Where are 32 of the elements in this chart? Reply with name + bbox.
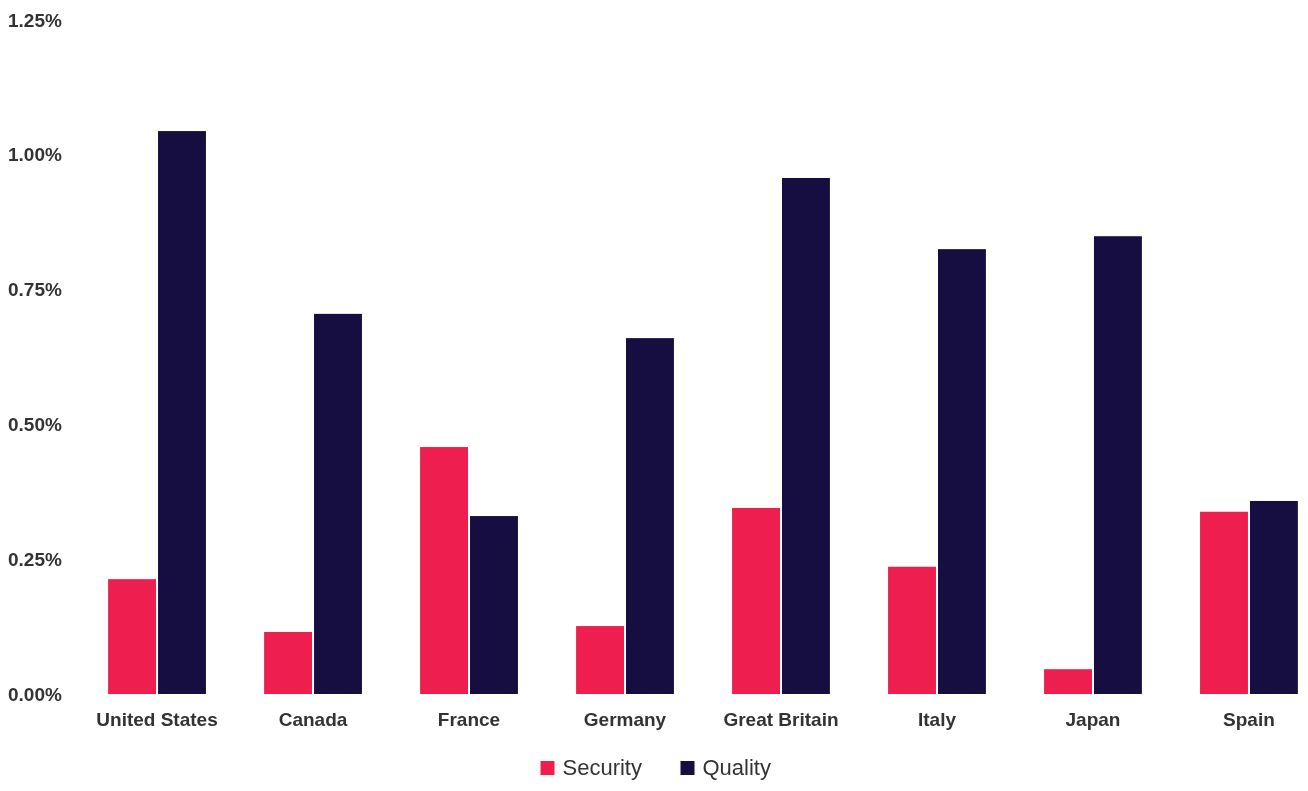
legend-label: Quality — [702, 755, 771, 780]
bar — [470, 516, 518, 694]
x-tick-label: United States — [96, 709, 218, 730]
y-tick-label: 0.50% — [8, 414, 62, 436]
y-tick-label: 0.00% — [8, 683, 62, 705]
y-tick-label: 0.25% — [8, 548, 62, 570]
bar — [158, 131, 206, 694]
x-tick-label: Spain — [1223, 709, 1275, 730]
bar — [1044, 669, 1092, 694]
bar — [937, 249, 986, 694]
y-tick-label: 1.25% — [8, 9, 62, 31]
bar — [108, 579, 157, 694]
x-tick-label: France — [437, 709, 501, 730]
bar — [626, 338, 674, 694]
legend-label: Security — [562, 755, 642, 780]
x-tick-label: Great Britain — [723, 709, 839, 730]
bar — [888, 566, 936, 694]
bar — [1200, 511, 1248, 694]
y-tick-label: 0.75% — [8, 279, 62, 301]
bar — [420, 447, 469, 694]
bar — [576, 626, 625, 694]
bar — [782, 177, 830, 694]
bar — [264, 631, 313, 694]
bar — [1249, 500, 1298, 694]
bar — [1093, 236, 1142, 694]
bar — [314, 313, 362, 694]
x-tick-label: Japan — [1065, 709, 1121, 730]
x-tick-label: Canada — [278, 709, 348, 730]
x-tick-label: Italy — [917, 709, 957, 730]
y-tick-label: 1.00% — [8, 144, 62, 166]
bar — [732, 507, 780, 694]
x-tick-label: Germany — [583, 709, 667, 730]
